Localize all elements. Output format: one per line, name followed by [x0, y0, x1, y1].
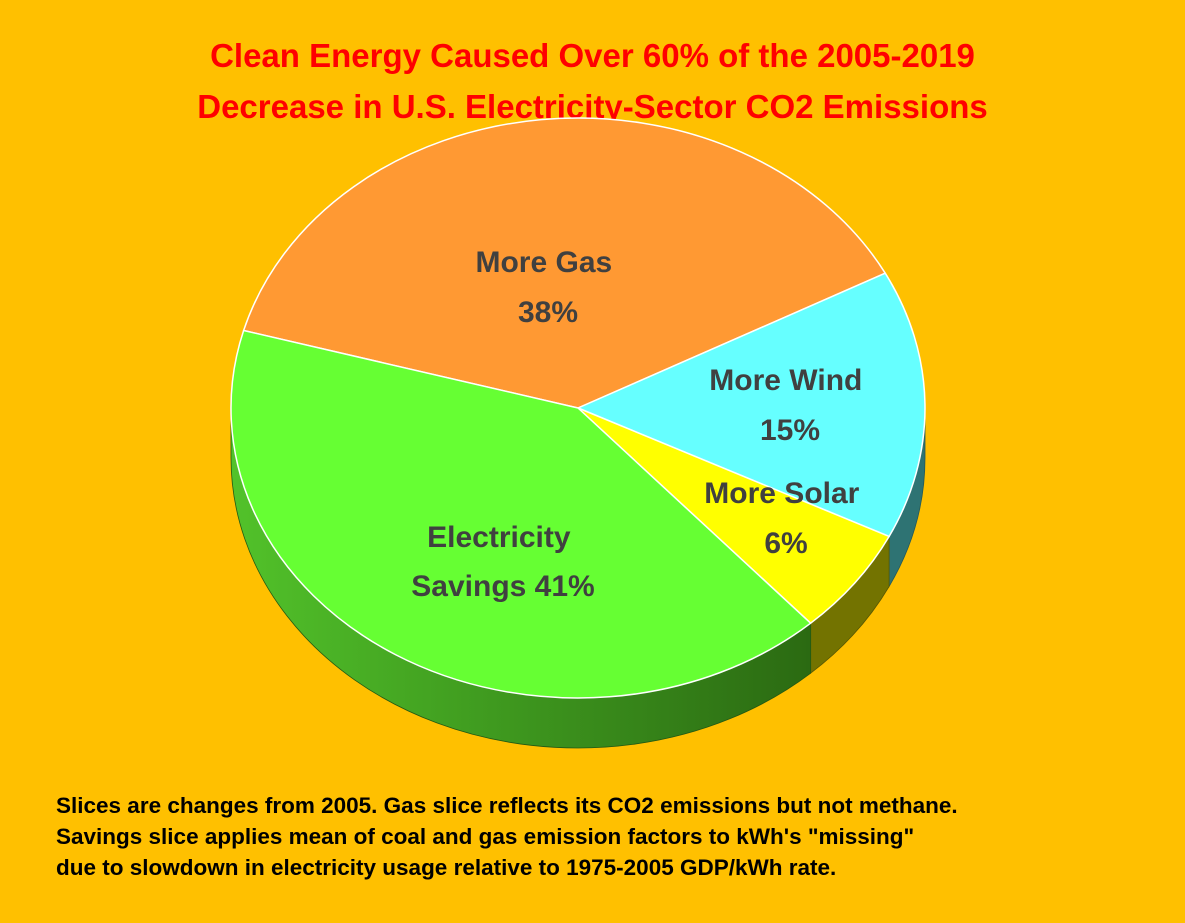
- pie-slice-electricity-savings-41: [230, 329, 812, 699]
- pie-labels: More Gas 38% More Wind 15% More Solar 6%…: [411, 246, 870, 603]
- slice-label-more-gas: More Gas 38%: [475, 246, 620, 329]
- footnote: Slices are changes from 2005. Gas slice …: [56, 790, 1166, 883]
- slice-label-more-solar-line-1: More Solar: [704, 477, 859, 510]
- slice-label-more-solar-line-2: 6%: [764, 527, 807, 560]
- chart-title: Clean Energy Caused Over 60% of the 2005…: [0, 30, 1185, 132]
- slice-label-more-gas-line-2: 38%: [518, 296, 578, 329]
- slice-label-electricity-savings-line-2: Savings 41%: [411, 570, 594, 603]
- slice-label-more-wind: More Wind 15%: [709, 364, 870, 447]
- footnote-line-1: Slices are changes from 2005. Gas slice …: [56, 793, 958, 818]
- pie-slice-more-wind-15: [577, 272, 926, 538]
- slice-label-electricity-savings-line-1: Electricity: [427, 521, 571, 554]
- slice-label-more-gas-line-1: More Gas: [475, 246, 612, 279]
- slice-label-more-solar: More Solar 6%: [704, 477, 867, 560]
- pie-slice-more-solar-6: [577, 407, 890, 624]
- slice-label-electricity-savings: Electricity Savings 41%: [411, 521, 594, 603]
- pie-slice-more-gas-38: [242, 117, 886, 409]
- footnote-line-3: due to slowdown in electricity usage rel…: [56, 855, 837, 880]
- pie-slices: [230, 117, 926, 699]
- chart-title-line-1: Clean Energy Caused Over 60% of the 2005…: [210, 37, 975, 74]
- footnote-line-2: Savings slice applies mean of coal and g…: [56, 824, 915, 849]
- slice-label-more-wind-line-2: 15%: [760, 414, 820, 447]
- slice-label-more-wind-line-1: More Wind: [709, 364, 862, 397]
